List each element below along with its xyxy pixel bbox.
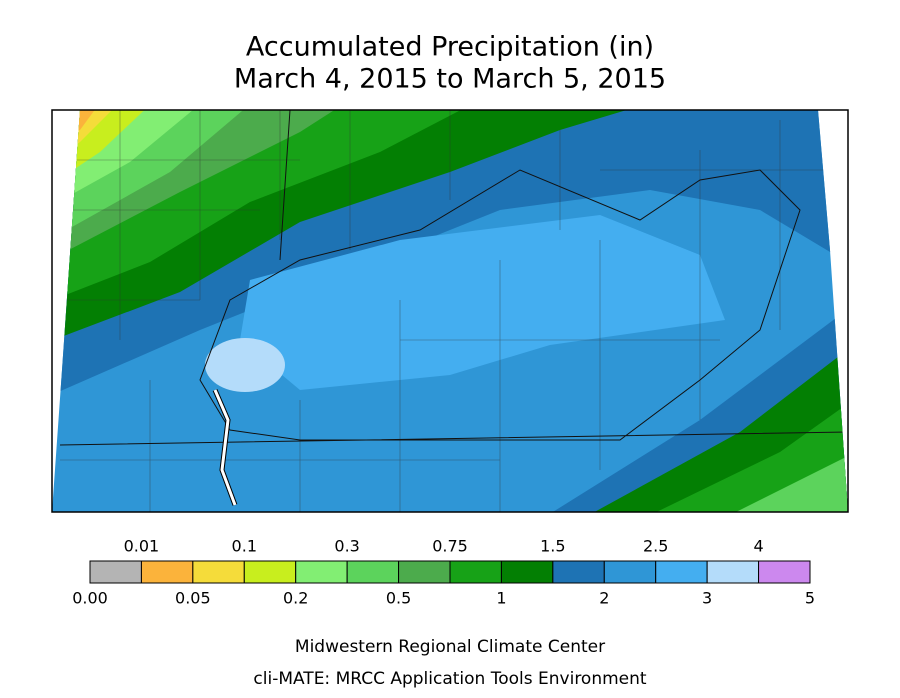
legend-swatch <box>192 560 245 584</box>
legend-label: 0.05 <box>175 589 211 608</box>
legend-label: 1.5 <box>540 537 565 556</box>
legend-label: 0.5 <box>386 589 411 608</box>
legend-label: 4 <box>753 537 763 556</box>
legend-swatch <box>243 560 297 584</box>
legend-label: 0.3 <box>334 537 359 556</box>
legend-swatch <box>655 560 708 584</box>
legend-label: 1 <box>496 589 506 608</box>
legend-swatch <box>398 560 451 584</box>
legend-label: 0.2 <box>283 589 308 608</box>
legend-label: 5 <box>805 589 815 608</box>
legend-label: 0.1 <box>232 537 257 556</box>
footer-line: cli-MATE: MRCC Application Tools Environ… <box>253 669 646 689</box>
legend-swatch <box>449 560 502 584</box>
footer-line: Midwestern Regional Climate Center <box>295 637 605 657</box>
legend-swatch <box>346 560 400 584</box>
legend-swatch <box>500 560 554 584</box>
legend-label: 0.01 <box>124 537 160 556</box>
legend: 0.01 0.1 0.3 0.75 1.5 2.5 4 0.00 0.05 0.2 0.5 1 2 3 5 <box>72 537 815 608</box>
legend-swatch <box>706 560 760 584</box>
legend-swatch <box>140 560 194 584</box>
legend-swatch <box>89 560 142 584</box>
legend-label: 2.5 <box>643 537 668 556</box>
legend-swatch <box>603 560 657 584</box>
legend-label: 0.75 <box>432 537 468 556</box>
legend-swatch <box>552 560 605 584</box>
legend-label: 0.00 <box>72 589 108 608</box>
legend-label: 3 <box>702 589 712 608</box>
legend-swatch <box>758 560 811 584</box>
legend-label: 2 <box>599 589 609 608</box>
title-line: March 4, 2015 to March 5, 2015 <box>234 64 666 95</box>
title-line: Accumulated Precipitation (in) <box>246 32 654 63</box>
legend-swatch <box>295 560 348 584</box>
map <box>51 109 849 513</box>
